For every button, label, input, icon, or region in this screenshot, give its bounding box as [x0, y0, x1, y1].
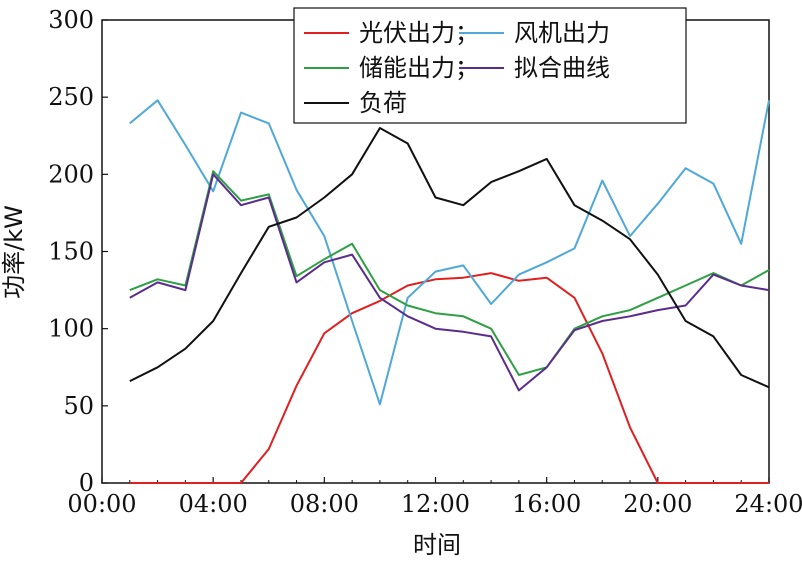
x-tick-label: 12:00 [401, 490, 470, 518]
series-line-5 [129, 127, 770, 389]
legend-label-2: 风机出力 [514, 19, 610, 47]
x-tick-label: 00:00 [67, 490, 136, 518]
y-tick-label: 100 [48, 315, 94, 343]
series-lines [129, 99, 770, 484]
x-axis-title: 时间 [413, 531, 461, 559]
x-axis: 00:00 04:00 08:00 12:00 16:00 20:00 24:00 [67, 477, 802, 518]
x-tick-label: 16:00 [512, 490, 581, 518]
series-line-3 [129, 170, 770, 376]
legend-label-4: 拟合曲线 [514, 54, 610, 82]
legend-box [293, 7, 687, 124]
y-axis: 0 50 100 150 200 250 300 [48, 6, 108, 497]
y-tick-label: 250 [48, 83, 94, 111]
y-axis-title: 功率/kW [0, 205, 28, 299]
y-tick-label: 150 [48, 238, 94, 266]
x-tick-label: 08:00 [290, 490, 359, 518]
series-line-4 [129, 173, 770, 392]
x-tick-label: 04:00 [179, 490, 248, 518]
x-tick-label: 20:00 [623, 490, 692, 518]
y-tick-label: 0 [79, 469, 94, 497]
legend-label-5: 负荷 [359, 89, 407, 117]
y-tick-label: 200 [48, 160, 94, 188]
y-tick-label: 50 [63, 392, 94, 420]
y-tick-label: 300 [48, 6, 94, 34]
series-line-1 [129, 272, 769, 484]
x-tick-label: 24:00 [734, 490, 802, 518]
series-line-2 [129, 99, 770, 406]
